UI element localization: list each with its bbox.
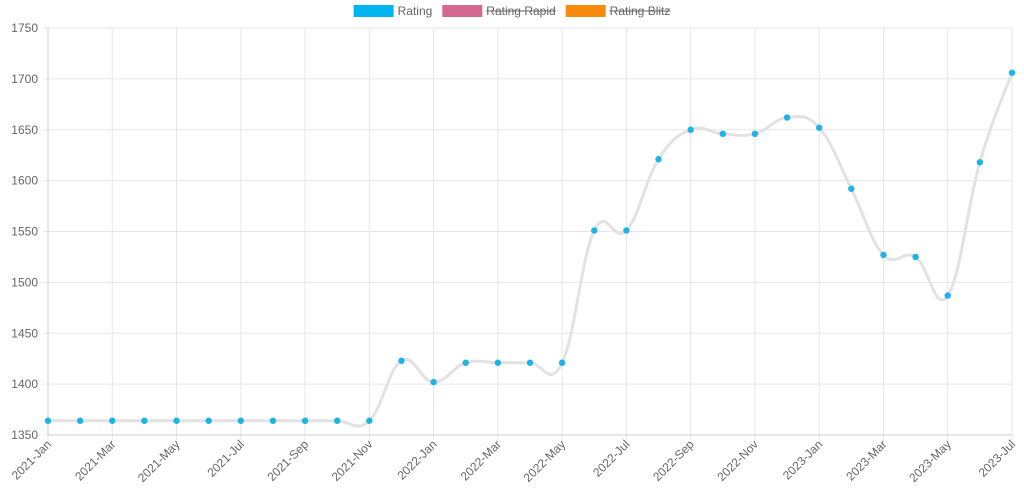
data-point [912,253,919,261]
data-point [141,417,148,424]
data-point [76,417,84,424]
x-tick-label: 2023-Jan [780,437,825,482]
x-tick-label: 2022-Jan [394,437,439,482]
data-point [366,417,373,424]
data-point [623,227,630,234]
x-axis: 2021-Jan 2021-Mar 2021-May 2021-Jul 2021-Sep… [9,437,1018,485]
data-point [591,227,598,234]
y-tick-label: 1650 [11,123,38,137]
data-point [462,359,469,366]
data-point [944,292,951,299]
x-tick-label: 2022-Nov [714,437,761,484]
grid-lines [43,27,1013,440]
data-point [109,417,116,424]
y-tick-label: 1600 [11,174,38,188]
x-tick-label: 2021-Sep [264,437,311,484]
x-tick-label: 2021-Mar [72,437,118,483]
data-point [558,359,566,366]
legend: Rating Rating Rapid Rating Blitz [353,4,671,18]
legend-label: Rating [398,4,433,18]
y-tick-label: 1450 [11,326,38,340]
data-point [334,417,341,424]
legend-swatch [353,5,394,17]
data-point [398,357,405,364]
data-point [237,417,244,424]
data-point [430,378,437,386]
x-tick-label: 2021-Jul [204,437,246,479]
data-point [173,417,180,424]
x-tick-label: 2021-May [135,437,183,485]
series-line-rating [48,72,1014,428]
data-point [783,114,791,121]
data-point [269,417,277,424]
x-tick-label: 2022-Mar [458,437,504,483]
y-tick-label: 1550 [11,225,38,239]
x-tick-label: 2022-May [521,437,569,485]
y-tick-label: 1400 [11,377,38,391]
x-tick-label: 2022-Jul [590,437,632,479]
series-rating [44,69,1016,428]
x-tick-label: 2023-Jul [976,437,1018,479]
data-point [494,359,502,366]
legend-item: Rating Blitz [565,4,671,18]
legend-item: Rating Rapid [442,4,556,18]
y-tick-label: 1350 [11,428,38,442]
data-point [719,130,726,138]
data-point [816,124,823,131]
data-point [687,126,694,133]
y-axis: 1350 1400 1450 1500 1550 1600 1650 1700 1750 [11,21,38,442]
x-tick-label: 2023-May [906,437,954,485]
data-point [976,159,984,166]
data-point [751,130,759,138]
x-tick-label: 2021-Jan [9,437,54,482]
data-point [880,251,887,259]
y-tick-label: 1750 [11,21,38,35]
legend-swatch [565,5,606,17]
data-point [205,417,212,424]
legend-swatch [442,5,483,17]
data-point [655,156,662,163]
y-tick-label: 1700 [11,72,38,86]
x-tick-label: 2021-Nov [329,437,376,484]
data-point [301,417,309,424]
y-tick-label: 1500 [11,275,38,289]
legend-item: Rating [353,4,433,18]
x-tick-label: 2022-Sep [650,437,697,484]
x-tick-label: 2023-Mar [843,437,889,483]
data-point [526,359,534,366]
data-point [848,185,855,192]
data-point [44,417,52,424]
data-point [1008,69,1016,76]
